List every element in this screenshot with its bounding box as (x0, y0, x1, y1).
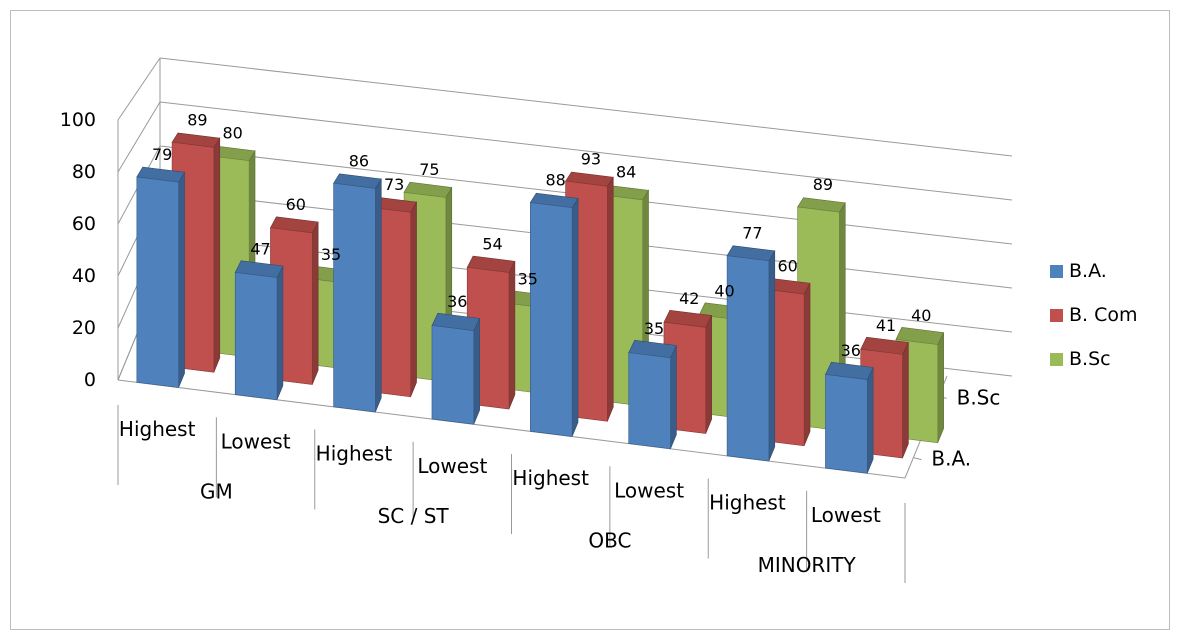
y-tick-label: 100 (60, 109, 96, 131)
legend-swatch (1050, 308, 1063, 322)
data-label-1-1: 60 (286, 195, 306, 214)
legend-swatch (1050, 264, 1063, 278)
y-tick-label: 80 (72, 161, 96, 183)
side-gridline (117, 101, 161, 173)
bar-side-1-3 (508, 261, 516, 410)
y-tick-label: 20 (72, 317, 96, 339)
x-tick-label: Highest (316, 442, 393, 466)
depth-tick (913, 457, 922, 461)
bar-0-7 (825, 374, 868, 474)
bar-0-2 (333, 182, 376, 413)
data-label-2-0: 80 (222, 123, 242, 142)
data-label-1-4: 93 (581, 149, 601, 168)
legend: B.A. B. Com B.Sc (1050, 260, 1138, 392)
bar-side-0-1 (276, 265, 284, 400)
bar-side-2-7 (937, 332, 944, 443)
gridline (159, 101, 1013, 201)
bar-side-0-2 (375, 177, 382, 413)
bar-side-1-2 (410, 201, 417, 397)
data-label-2-5: 40 (714, 282, 734, 301)
legend-item: B.A. (1050, 260, 1138, 282)
legend-item: B.Sc (1050, 348, 1138, 370)
data-label-0-2: 86 (349, 151, 369, 170)
data-label-0-4: 88 (545, 171, 565, 190)
data-label-0-1: 47 (250, 239, 270, 258)
x-tick-label: Lowest (614, 478, 684, 502)
bar-side-0-0 (178, 171, 185, 388)
data-label-1-0: 89 (187, 110, 207, 129)
data-label-2-7: 40 (911, 306, 931, 325)
data-label-0-0: 79 (152, 145, 172, 164)
data-label-1-5: 42 (679, 289, 699, 308)
data-label-2-6: 89 (813, 175, 833, 194)
bar-0-3 (431, 325, 475, 425)
legend-label: B.A. (1069, 260, 1107, 282)
group-label: MINORITY (758, 553, 857, 577)
x-tick-label: Highest (119, 417, 196, 441)
bar-side-1-0 (213, 137, 221, 373)
bar-side-0-3 (473, 318, 480, 425)
data-label-2-3: 35 (518, 269, 538, 288)
group-label: GM (200, 479, 233, 503)
data-label-2-2: 75 (419, 160, 439, 179)
bar-side-0-5 (670, 345, 677, 449)
bar-side-1-4 (607, 176, 614, 422)
y-tick-label: 60 (72, 213, 96, 235)
bar-side-1-6 (803, 283, 811, 446)
depth-axis-label: B.Sc (957, 385, 1001, 409)
data-label-0-5: 35 (644, 319, 664, 338)
bar-side-0-4 (571, 197, 579, 437)
x-tick-label: Lowest (417, 454, 487, 478)
bar-0-5 (628, 352, 671, 450)
x-tick-label: Highest (512, 466, 589, 490)
group-label: SC / ST (378, 504, 450, 528)
data-label-1-2: 73 (384, 175, 404, 194)
bar-side-1-5 (705, 315, 712, 434)
data-label-2-1: 35 (321, 245, 341, 264)
bar-side-1-1 (311, 221, 319, 385)
gridline (159, 57, 1013, 157)
side-gridline (117, 57, 161, 121)
depth-axis-label: B.A. (931, 447, 971, 471)
legend-swatch (1050, 352, 1063, 366)
data-label-2-4: 84 (616, 163, 636, 182)
y-tick-label: 0 (84, 369, 96, 391)
x-tick-label: Highest (709, 491, 786, 515)
data-label-1-3: 54 (482, 235, 502, 254)
data-label-1-6: 60 (777, 256, 797, 275)
data-label-0-6: 77 (742, 223, 762, 242)
x-tick-label: Lowest (811, 503, 881, 527)
bar-0-4 (530, 202, 573, 437)
x-tick-label: Lowest (221, 429, 291, 453)
data-label-1-7: 41 (876, 316, 896, 335)
bar-side-0-6 (768, 249, 776, 462)
y-tick-label: 40 (72, 265, 96, 287)
bar-side-0-7 (866, 367, 874, 474)
data-label-0-3: 36 (447, 292, 467, 311)
bar-side-1-7 (902, 342, 909, 459)
legend-label: B.Sc (1069, 348, 1111, 370)
bar-0-0 (136, 176, 179, 388)
group-label: OBC (588, 528, 631, 552)
data-label-0-7: 36 (841, 341, 861, 360)
legend-item: B. Com (1050, 304, 1138, 326)
bar-0-1 (234, 272, 278, 401)
legend-label: B. Com (1069, 304, 1138, 326)
bar-0-6 (726, 255, 770, 462)
